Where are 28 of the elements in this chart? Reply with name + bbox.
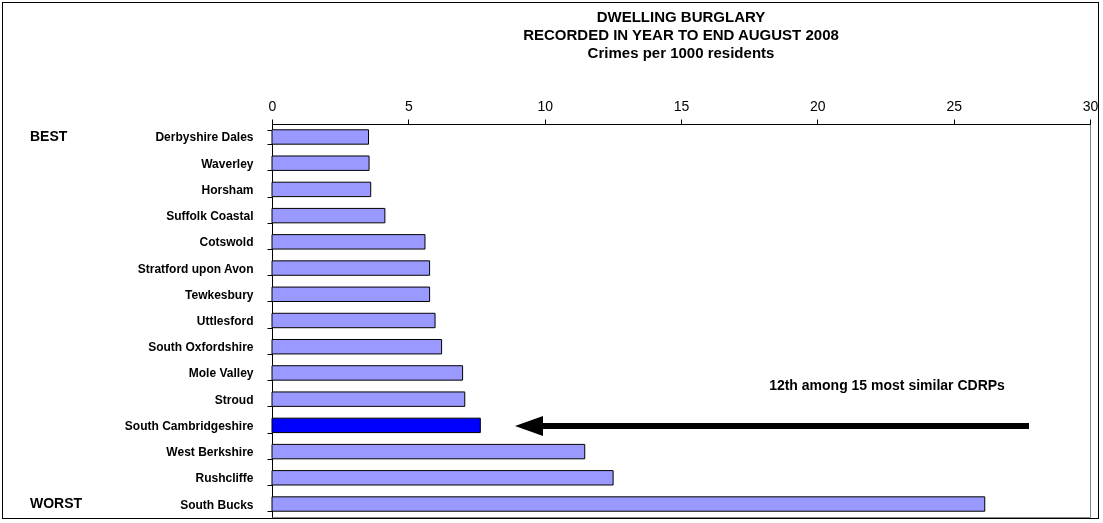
x-tick-label: 30	[1082, 97, 1099, 114]
y-tick-label: Uttlesford	[196, 314, 254, 328]
y-tick-label: South Cambridgeshire	[124, 418, 254, 433]
x-tick-label: 15	[673, 97, 690, 114]
y-tick-label: Suffolk Coastal	[166, 209, 254, 224]
y-tick-label: West Berkshire	[166, 445, 254, 460]
x-tick-label: 0	[268, 97, 277, 114]
y-tick-label: South Bucks	[180, 497, 254, 512]
text: Crimes per 1000 residents	[587, 44, 775, 61]
y-tick-label: Cotswold	[199, 235, 254, 250]
x-tick-label: 20	[810, 97, 826, 114]
y-tick-label: Waverley	[201, 156, 254, 171]
y-tick-label: Horsham	[201, 182, 254, 197]
y-tick-label: Tewkesbury	[185, 287, 254, 302]
text: DWELLING BURGLARY	[596, 8, 766, 25]
y-tick-label: Derbyshire Dales	[155, 130, 254, 145]
text: WORST	[30, 495, 83, 512]
y-tick-label: Rushcliffe	[195, 471, 254, 486]
y-tick-label: Stroud	[214, 392, 254, 407]
y-tick-label: South Oxfordshire	[148, 340, 254, 355]
text: BEST	[30, 127, 68, 144]
x-tick-label: 5	[404, 97, 413, 114]
x-tick-label: 25	[946, 97, 963, 114]
text: RECORDED IN YEAR TO END AUGUST 2008	[523, 26, 839, 43]
y-tick-label: Stratford upon Avon	[137, 261, 254, 276]
annotation: 12th among 15 most similar CDRPs	[769, 377, 1006, 393]
y-tick-label: Mole Valley	[188, 366, 254, 381]
x-tick-label: 10	[537, 97, 554, 114]
